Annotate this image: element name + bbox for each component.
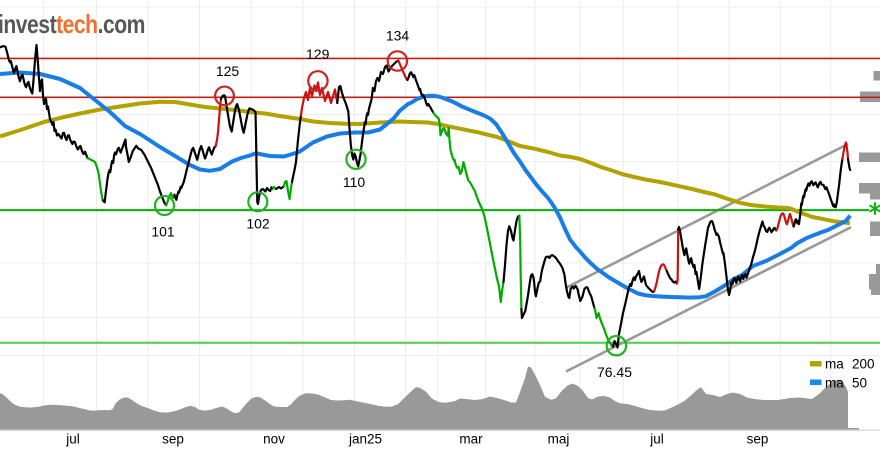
svg-text:76.45: 76.45 [597,364,632,380]
svg-text:jul: jul [65,432,80,447]
svg-text:sep: sep [162,432,184,447]
svg-text:sep: sep [747,432,769,447]
svg-text:mar: mar [459,432,483,447]
svg-text:nov: nov [263,432,285,447]
svg-text:jan25: jan25 [348,432,382,447]
svg-text:110: 110 [343,174,366,190]
svg-text:ma: ma [825,376,844,391]
svg-text:200: 200 [852,357,875,372]
svg-text:125: 125 [216,63,240,79]
svg-text:maj: maj [548,432,570,447]
svg-text:101: 101 [151,224,175,240]
svg-text:jul: jul [649,432,664,447]
svg-text:102: 102 [246,216,270,232]
svg-text:50: 50 [852,376,867,391]
svg-text:ma: ma [825,357,844,372]
svg-text:134: 134 [386,28,410,44]
svg-text:129: 129 [306,46,330,62]
